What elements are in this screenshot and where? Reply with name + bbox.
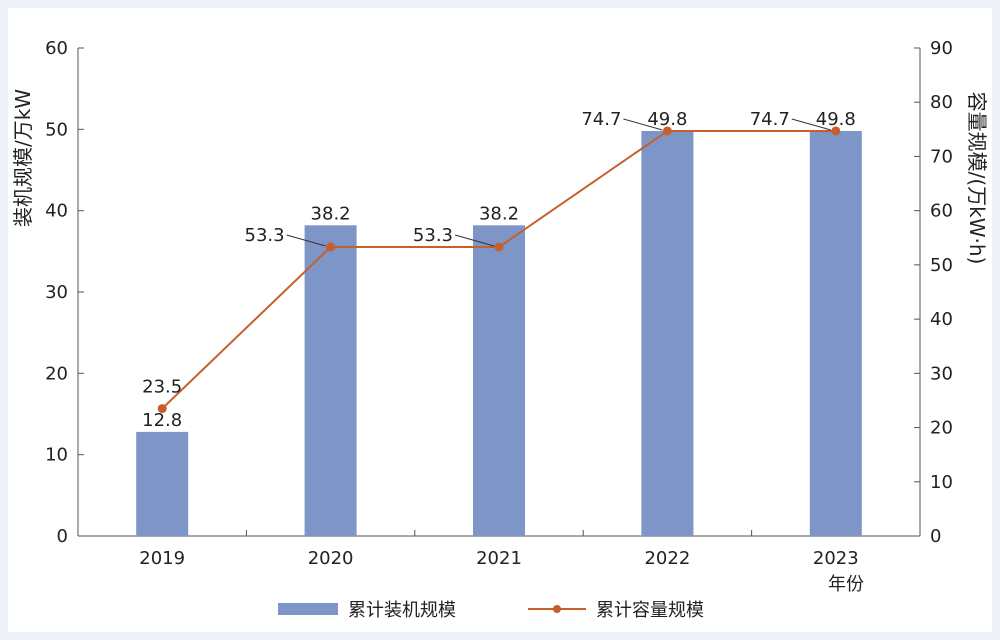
y-left-tick-label: 40 [45, 201, 68, 222]
data-labels-layer: 12.8 38.2 38.2 49.8 49.8 23.5 53.3 53.3 74.7 74.7 [142, 109, 856, 431]
line-point [494, 242, 504, 252]
legend: 累计装机规模 累计容量规模 [278, 600, 704, 621]
y-right-tick-label: 90 [930, 38, 953, 59]
legend-line-marker [553, 605, 561, 613]
y-left-tick-label: 50 [45, 119, 68, 140]
line-label-leader [286, 234, 326, 247]
bars-layer [136, 130, 862, 536]
y-left-tick-label: 30 [45, 282, 68, 303]
bar-data-label: 49.8 [816, 109, 856, 130]
legend-line-label: 累计容量规模 [596, 600, 704, 621]
y-left-tick-label: 0 [57, 526, 68, 547]
x-tick-label: 2022 [644, 548, 690, 569]
line-data-label: 23.5 [142, 377, 182, 398]
chart-svg: 0 10 20 30 40 50 60 0 10 20 30 40 50 60 70 80 90 2019 2020… [11, 38, 989, 621]
x-tick-label: 2020 [308, 548, 354, 569]
bar-data-label: 38.2 [311, 203, 351, 224]
y-right-tick-label: 10 [930, 472, 953, 493]
y-right-tick-label: 0 [930, 526, 941, 547]
bar-data-label: 49.8 [647, 109, 687, 130]
x-tick-label: 2023 [813, 548, 859, 569]
y-left-tick-label: 60 [45, 38, 68, 59]
line-data-label: 53.3 [413, 225, 453, 246]
line-data-label: 53.3 [245, 225, 285, 246]
y-right-tick-label: 30 [930, 363, 953, 384]
line-label-leader [454, 234, 495, 247]
bar [136, 431, 189, 536]
y-right-tick-label: 40 [930, 309, 953, 330]
bar [809, 130, 862, 536]
chart-frame: 0 10 20 30 40 50 60 0 10 20 30 40 50 60 70 80 90 2019 2020… [8, 8, 992, 632]
line-data-label: 74.7 [750, 109, 790, 130]
y-right-tick-label: 70 [930, 146, 953, 167]
line-point [157, 404, 167, 414]
y-right-tick-label: 60 [930, 201, 953, 222]
x-tick-label: 2021 [476, 548, 522, 569]
x-tick-label: 2019 [139, 548, 185, 569]
y-right-tick-label: 80 [930, 92, 953, 113]
line-layer [157, 126, 841, 414]
line-point [326, 242, 336, 252]
bar-data-label: 12.8 [142, 410, 182, 431]
y-right-tick-label: 50 [930, 255, 953, 276]
line-data-label: 74.7 [581, 109, 621, 130]
y-axis-right-title: 容量规模/(万kW·h) [965, 92, 989, 265]
bar [641, 130, 694, 536]
axes-layer: 0 10 20 30 40 50 60 0 10 20 30 40 50 60 70 80 90 2019 2020… [45, 38, 953, 569]
y-left-tick-label: 20 [45, 363, 68, 384]
bar [304, 225, 357, 536]
legend-bar-swatch [278, 603, 338, 615]
bar [473, 225, 525, 536]
line-label-leader [623, 118, 663, 131]
legend-bar-label: 累计装机规模 [348, 600, 456, 621]
line-point [831, 126, 841, 136]
y-left-tick-label: 10 [45, 445, 68, 466]
line-label-leader [791, 118, 831, 131]
x-axis-title: 年份 [828, 574, 864, 595]
y-axis-left-title: 装机规模/万kW [11, 89, 35, 227]
bar-data-label: 38.2 [479, 203, 519, 224]
line-point [662, 126, 672, 136]
y-right-tick-label: 20 [930, 418, 953, 439]
